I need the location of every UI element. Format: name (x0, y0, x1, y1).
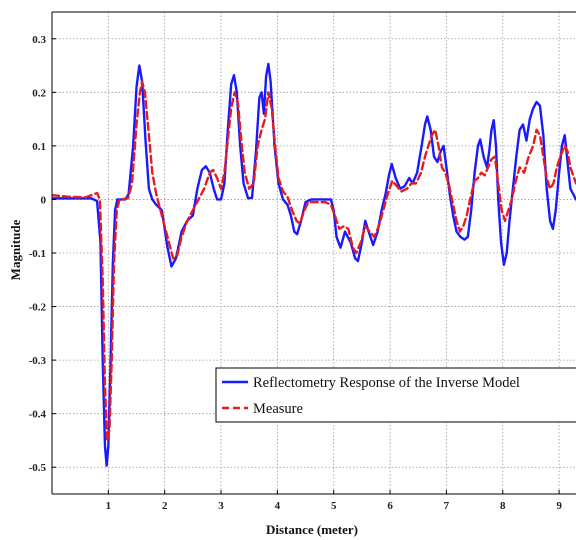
y-tick-label: -0.1 (29, 248, 46, 260)
x-tick-label: 5 (331, 500, 337, 512)
y-tick-label: 0.3 (32, 34, 46, 46)
x-axis-label: Distance (meter) (266, 522, 358, 537)
y-tick-label: -0.5 (29, 462, 47, 474)
x-tick-label: 8 (500, 500, 506, 512)
y-axis-label: Magnitude (8, 219, 23, 280)
x-tick-label: 6 (387, 500, 393, 512)
x-tick-label: 9 (556, 500, 562, 512)
legend-label-inverse-model: Reflectometry Response of the Inverse Mo… (253, 375, 520, 391)
x-tick-label: 2 (162, 500, 168, 512)
x-tick-label: 4 (275, 500, 281, 512)
y-tick-label: 0.1 (32, 141, 46, 153)
x-tick-label: 1 (106, 500, 112, 512)
x-tick-label: 7 (444, 500, 450, 512)
legend: Reflectometry Response of the Inverse Mo… (215, 367, 576, 423)
y-tick-label: -0.2 (29, 302, 47, 314)
legend-label-measure: Measure (253, 401, 303, 417)
y-tick-label: -0.3 (29, 355, 47, 367)
axes (51, 11, 576, 495)
tick-labels: 1 2 3 4 5 6 7 8 9 0.3 0.2 0.1 0 -0.1 -0.2 -0.3 -0.4 -0.5 (29, 34, 563, 512)
y-tick-label: -0.4 (29, 409, 47, 421)
y-tick-label: 0 (41, 194, 47, 206)
series-line-measure (52, 80, 576, 442)
series-layer (52, 62, 576, 467)
x-tick-label: 3 (218, 500, 224, 512)
y-tick-label: 0.2 (32, 87, 46, 99)
legend-box (215, 367, 576, 423)
